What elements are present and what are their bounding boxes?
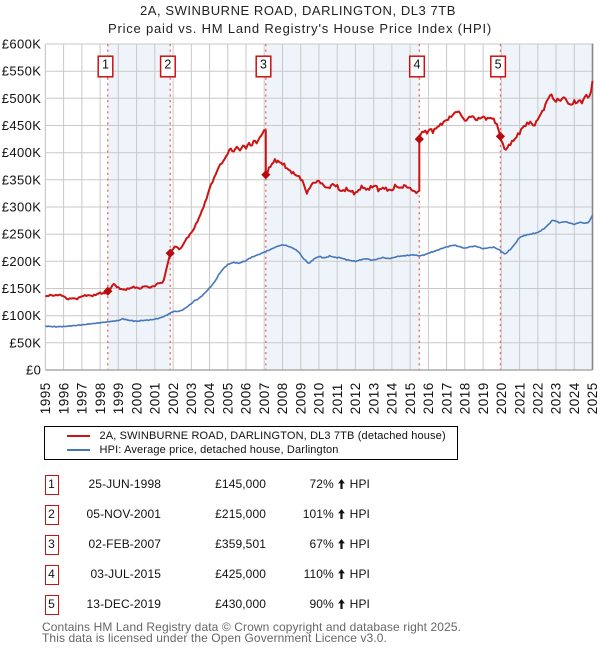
svg-text:£50K: £50K (9, 335, 41, 350)
svg-text:2016: 2016 (421, 382, 436, 414)
svg-text:1: 1 (102, 58, 109, 72)
svg-text:2000: 2000 (129, 382, 144, 414)
svg-text:2009: 2009 (293, 382, 308, 414)
svg-text:2018: 2018 (458, 382, 473, 414)
svg-text:£600K: £600K (2, 37, 42, 52)
svg-text:2007: 2007 (257, 382, 272, 414)
svg-text:£0: £0 (26, 363, 41, 378)
svg-text:2014: 2014 (385, 382, 400, 414)
svg-text:2017: 2017 (439, 382, 454, 414)
svg-text:2021: 2021 (512, 382, 527, 414)
svg-text:£300K: £300K (2, 200, 42, 215)
svg-text:2002: 2002 (166, 382, 181, 414)
svg-text:£450K: £450K (2, 118, 42, 133)
svg-text:2010: 2010 (312, 382, 327, 414)
svg-text:1997: 1997 (75, 382, 90, 414)
svg-text:2013: 2013 (366, 382, 381, 414)
svg-text:2006: 2006 (239, 382, 254, 414)
svg-text:2023: 2023 (549, 382, 564, 414)
svg-text:2022: 2022 (531, 382, 546, 414)
svg-text:£400K: £400K (2, 145, 42, 160)
svg-text:£150K: £150K (2, 281, 42, 296)
svg-text:2001: 2001 (148, 382, 163, 414)
svg-text:2024: 2024 (567, 382, 582, 414)
svg-text:2011: 2011 (330, 383, 345, 414)
svg-text:£500K: £500K (2, 91, 42, 106)
svg-text:2019: 2019 (476, 382, 491, 414)
svg-text:5: 5 (495, 58, 502, 72)
svg-text:4: 4 (414, 58, 421, 72)
svg-text:2025: 2025 (585, 382, 600, 414)
svg-text:2020: 2020 (494, 382, 509, 414)
svg-text:1999: 1999 (111, 382, 126, 414)
svg-text:1998: 1998 (93, 382, 108, 414)
svg-text:£100K: £100K (2, 308, 42, 323)
svg-text:2008: 2008 (275, 382, 290, 414)
svg-text:£550K: £550K (2, 64, 42, 79)
svg-text:2012: 2012 (348, 382, 363, 414)
svg-text:£250K: £250K (2, 227, 42, 242)
svg-text:2: 2 (164, 58, 171, 72)
svg-text:£350K: £350K (2, 172, 42, 187)
svg-text:1996: 1996 (56, 382, 71, 414)
svg-text:1995: 1995 (38, 382, 53, 414)
svg-text:2004: 2004 (202, 382, 217, 414)
svg-text:2015: 2015 (403, 382, 418, 414)
svg-text:£200K: £200K (2, 254, 42, 269)
svg-text:2005: 2005 (221, 382, 236, 414)
svg-text:2003: 2003 (184, 382, 199, 414)
svg-text:3: 3 (260, 58, 267, 72)
